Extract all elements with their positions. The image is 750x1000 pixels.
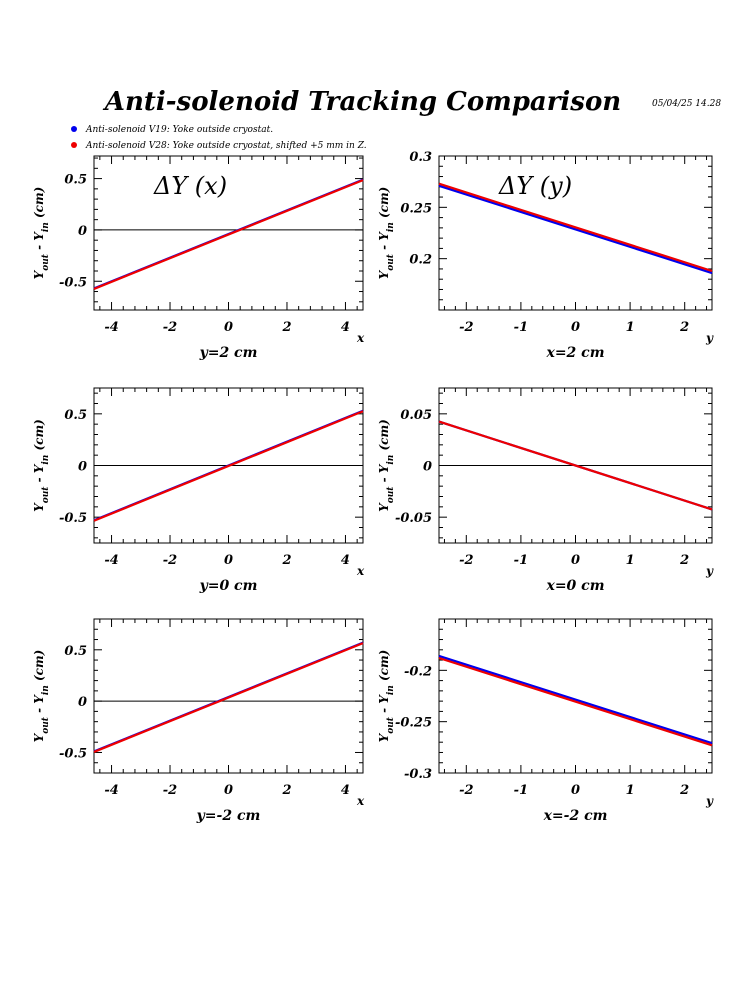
x-tick-label: 2	[281, 783, 291, 798]
x-tick-label: -2	[459, 783, 473, 798]
x-tick-label: 0	[224, 320, 233, 335]
x-tick-label: -2	[459, 553, 473, 568]
y-tick-label: 0	[78, 460, 87, 475]
x-tick-label: 4	[341, 783, 350, 798]
x-tick-label: 2	[679, 783, 689, 798]
figure-title: Anti-solenoid Tracking Comparison	[102, 87, 621, 117]
x-tick-label: 4	[341, 320, 350, 335]
x-tick-label: 2	[679, 553, 689, 568]
y-tick-label: 0.3	[409, 150, 432, 165]
chart-panel-top-left: -4 -2 0 2 4 -0.5 0 0.5 x Yout - Yin (cm) y=2 cm ΔY …	[32, 155, 365, 361]
panel-annotation: ΔY (x)	[153, 172, 227, 200]
chart-panel-bottom-right: -2 -1 0 1 2 -0.3 -0.25 -0.2 y Yout - Yin (cm) x=-2…	[377, 618, 714, 824]
x-tick-label: 2	[679, 320, 689, 335]
x-tick-label: 4	[341, 553, 350, 568]
x-tick-label: 0	[224, 553, 233, 568]
plot-frame	[438, 618, 713, 774]
x-tick-label: 0	[571, 553, 580, 568]
series-v19-line	[438, 654, 713, 745]
panel-caption: y=0 cm	[199, 578, 258, 594]
x-tick-label: 0	[224, 783, 233, 798]
chart-panel-middle-left: -4 -2 0 2 4 -0.5 0 0.5 x Yout - Yin (cm) y=0 cm	[32, 387, 365, 594]
x-tick-label: -1	[514, 783, 528, 798]
series-v28-line	[93, 410, 364, 522]
y-tick-label: 0.5	[64, 173, 87, 188]
legend-marker-v19	[71, 126, 77, 132]
y-tick-label: 0	[78, 695, 87, 710]
x-tick-label: -2	[459, 320, 473, 335]
y-tick-label: 0	[78, 224, 87, 239]
chart-panel-bottom-left: -4 -2 0 2 4 -0.5 0 0.5 x Yout - Yin (cm) y=-2 cm	[32, 618, 365, 824]
x-axis-label: x	[356, 564, 365, 578]
chart-panel-middle-right: -2 -1 0 1 2 -0.05 0 0.05 y Yout - Yin (cm) x=0 cm	[377, 387, 714, 594]
y-tick-label: -0.5	[59, 511, 87, 526]
y-axis-label: Yout - Yin (cm)	[32, 419, 51, 512]
x-tick-label: 1	[626, 553, 635, 568]
x-tick-label: -4	[104, 320, 118, 335]
y-tick-label: -0.25	[395, 716, 432, 731]
y-axis-label: Yout - Yin (cm)	[32, 650, 51, 743]
y-tick-label: -0.2	[404, 664, 432, 679]
y-axis-label: Yout - Yin (cm)	[377, 419, 396, 512]
x-axis-label: y	[705, 794, 714, 808]
x-tick-label: -2	[163, 553, 177, 568]
y-axis-label: Yout - Yin (cm)	[377, 650, 396, 743]
legend-label-v28: Anti-solenoid V28: Yoke outside cryostat…	[85, 141, 367, 151]
panels-container: -4 -2 0 2 4 -0.5 0 0.5 x Yout - Yin (cm) y=2 cm ΔY …	[32, 150, 714, 824]
x-tick-label: -4	[104, 783, 118, 798]
series-v28-line	[438, 420, 713, 511]
chart-panel-top-right: -2 -1 0 1 2 0.2 0.25 0.3 y Yout - Yin (cm) x=2 cm Δ…	[377, 150, 714, 361]
x-tick-label: -2	[163, 320, 177, 335]
x-tick-label: 2	[281, 553, 291, 568]
x-axis-label: x	[356, 794, 365, 808]
legend: Anti-solenoid V19: Yoke outside cryostat…	[71, 125, 367, 151]
x-tick-label: -1	[514, 320, 528, 335]
panel-caption: x=-2 cm	[543, 808, 608, 824]
x-tick-label: 1	[626, 783, 635, 798]
series-v28-line	[438, 182, 713, 273]
legend-label-v19: Anti-solenoid V19: Yoke outside cryostat…	[85, 125, 273, 135]
x-tick-label: -1	[514, 553, 528, 568]
y-tick-label: 0.5	[64, 644, 87, 659]
x-axis-label: y	[705, 564, 714, 578]
y-tick-label: 0.05	[400, 408, 432, 423]
y-tick-label: -0.05	[395, 511, 432, 526]
y-tick-label: -0.3	[404, 767, 432, 782]
panel-caption: y=-2 cm	[196, 808, 261, 824]
x-axis-label: x	[356, 331, 365, 345]
y-tick-label: 0.2	[409, 253, 432, 268]
x-tick-label: -2	[163, 783, 177, 798]
panel-caption: x=2 cm	[545, 345, 604, 361]
panel-caption: x=0 cm	[545, 578, 604, 594]
x-tick-label: 1	[626, 320, 635, 335]
x-tick-label: 0	[571, 320, 580, 335]
y-tick-label: -0.5	[59, 275, 87, 290]
y-tick-label: 0.5	[64, 408, 87, 423]
x-axis-label: y	[705, 331, 714, 345]
y-tick-label: 0.25	[400, 201, 432, 216]
y-tick-label: -0.5	[59, 746, 87, 761]
y-axis-label: Yout - Yin (cm)	[377, 187, 396, 280]
panel-caption: y=2 cm	[199, 345, 258, 361]
plot-frame	[438, 155, 713, 311]
series-v19-line	[438, 184, 713, 275]
x-tick-label: 2	[281, 320, 291, 335]
y-tick-label: 0	[423, 460, 432, 475]
series-v28-line	[93, 179, 364, 290]
date-stamp: 05/04/25 14.28	[652, 99, 721, 109]
legend-marker-v28	[71, 142, 77, 148]
y-axis-label: Yout - Yin (cm)	[32, 187, 51, 280]
series-v28-line	[93, 642, 364, 753]
x-tick-label: 0	[571, 783, 580, 798]
series-v28-line	[438, 656, 713, 747]
x-tick-label: -4	[104, 553, 118, 568]
panel-annotation: ΔY (y)	[498, 172, 572, 200]
